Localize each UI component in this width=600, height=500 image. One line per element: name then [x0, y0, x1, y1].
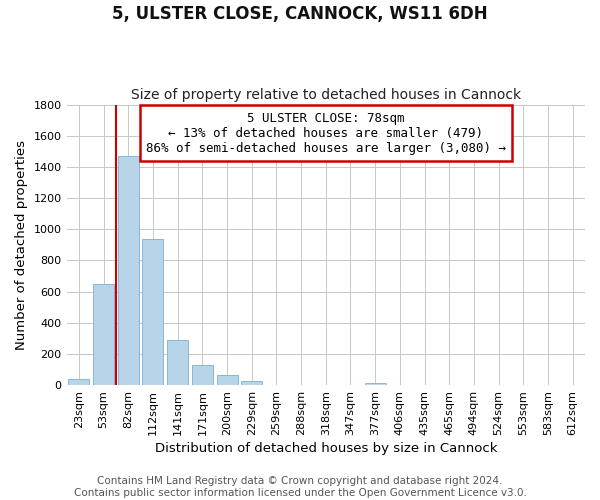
Bar	[217, 375, 238, 385]
Text: Contains HM Land Registry data © Crown copyright and database right 2024.
Contai: Contains HM Land Registry data © Crown c…	[74, 476, 526, 498]
Bar	[365, 382, 386, 385]
Bar	[167, 340, 188, 385]
Bar	[118, 156, 139, 385]
Bar	[241, 381, 262, 385]
Bar	[93, 284, 114, 385]
Bar	[68, 379, 89, 385]
Bar	[192, 365, 213, 385]
Text: 5 ULSTER CLOSE: 78sqm
← 13% of detached houses are smaller (479)
86% of semi-det: 5 ULSTER CLOSE: 78sqm ← 13% of detached …	[146, 112, 506, 154]
Y-axis label: Number of detached properties: Number of detached properties	[15, 140, 28, 350]
Title: Size of property relative to detached houses in Cannock: Size of property relative to detached ho…	[131, 88, 521, 102]
Text: 5, ULSTER CLOSE, CANNOCK, WS11 6DH: 5, ULSTER CLOSE, CANNOCK, WS11 6DH	[112, 5, 488, 23]
Bar	[142, 238, 163, 385]
X-axis label: Distribution of detached houses by size in Cannock: Distribution of detached houses by size …	[155, 442, 497, 455]
